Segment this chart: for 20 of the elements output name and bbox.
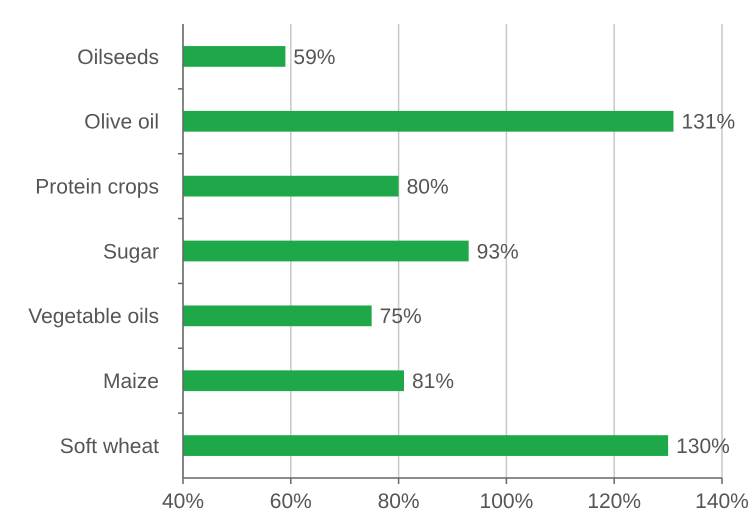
y-tick-label: Sugar [102, 240, 159, 264]
x-tick-label: 120% [587, 490, 642, 513]
x-tick-label: 40% [162, 490, 204, 513]
data-label: 93% [476, 240, 519, 264]
x-tick-label: 80% [378, 490, 420, 513]
x-tick-label: 100% [480, 490, 534, 513]
data-label: 75% [380, 305, 422, 328]
data-label: 80% [406, 175, 449, 198]
data-label: 130% [676, 434, 730, 458]
y-tick-label: Olive oil [84, 110, 159, 134]
x-tick-label: 60% [270, 490, 312, 513]
y-tick-label: Maize [102, 370, 159, 394]
data-label: 81% [412, 370, 454, 394]
data-label: 59% [293, 46, 336, 69]
data-label: 131% [681, 110, 736, 134]
x-tick-label: 140% [695, 490, 749, 513]
y-tick-label: Vegetable oils [28, 305, 159, 328]
y-tick-label: Soft wheat [60, 434, 160, 458]
y-tick-label: Oilseeds [77, 46, 159, 69]
y-tick-label: Protein crops [35, 175, 159, 198]
